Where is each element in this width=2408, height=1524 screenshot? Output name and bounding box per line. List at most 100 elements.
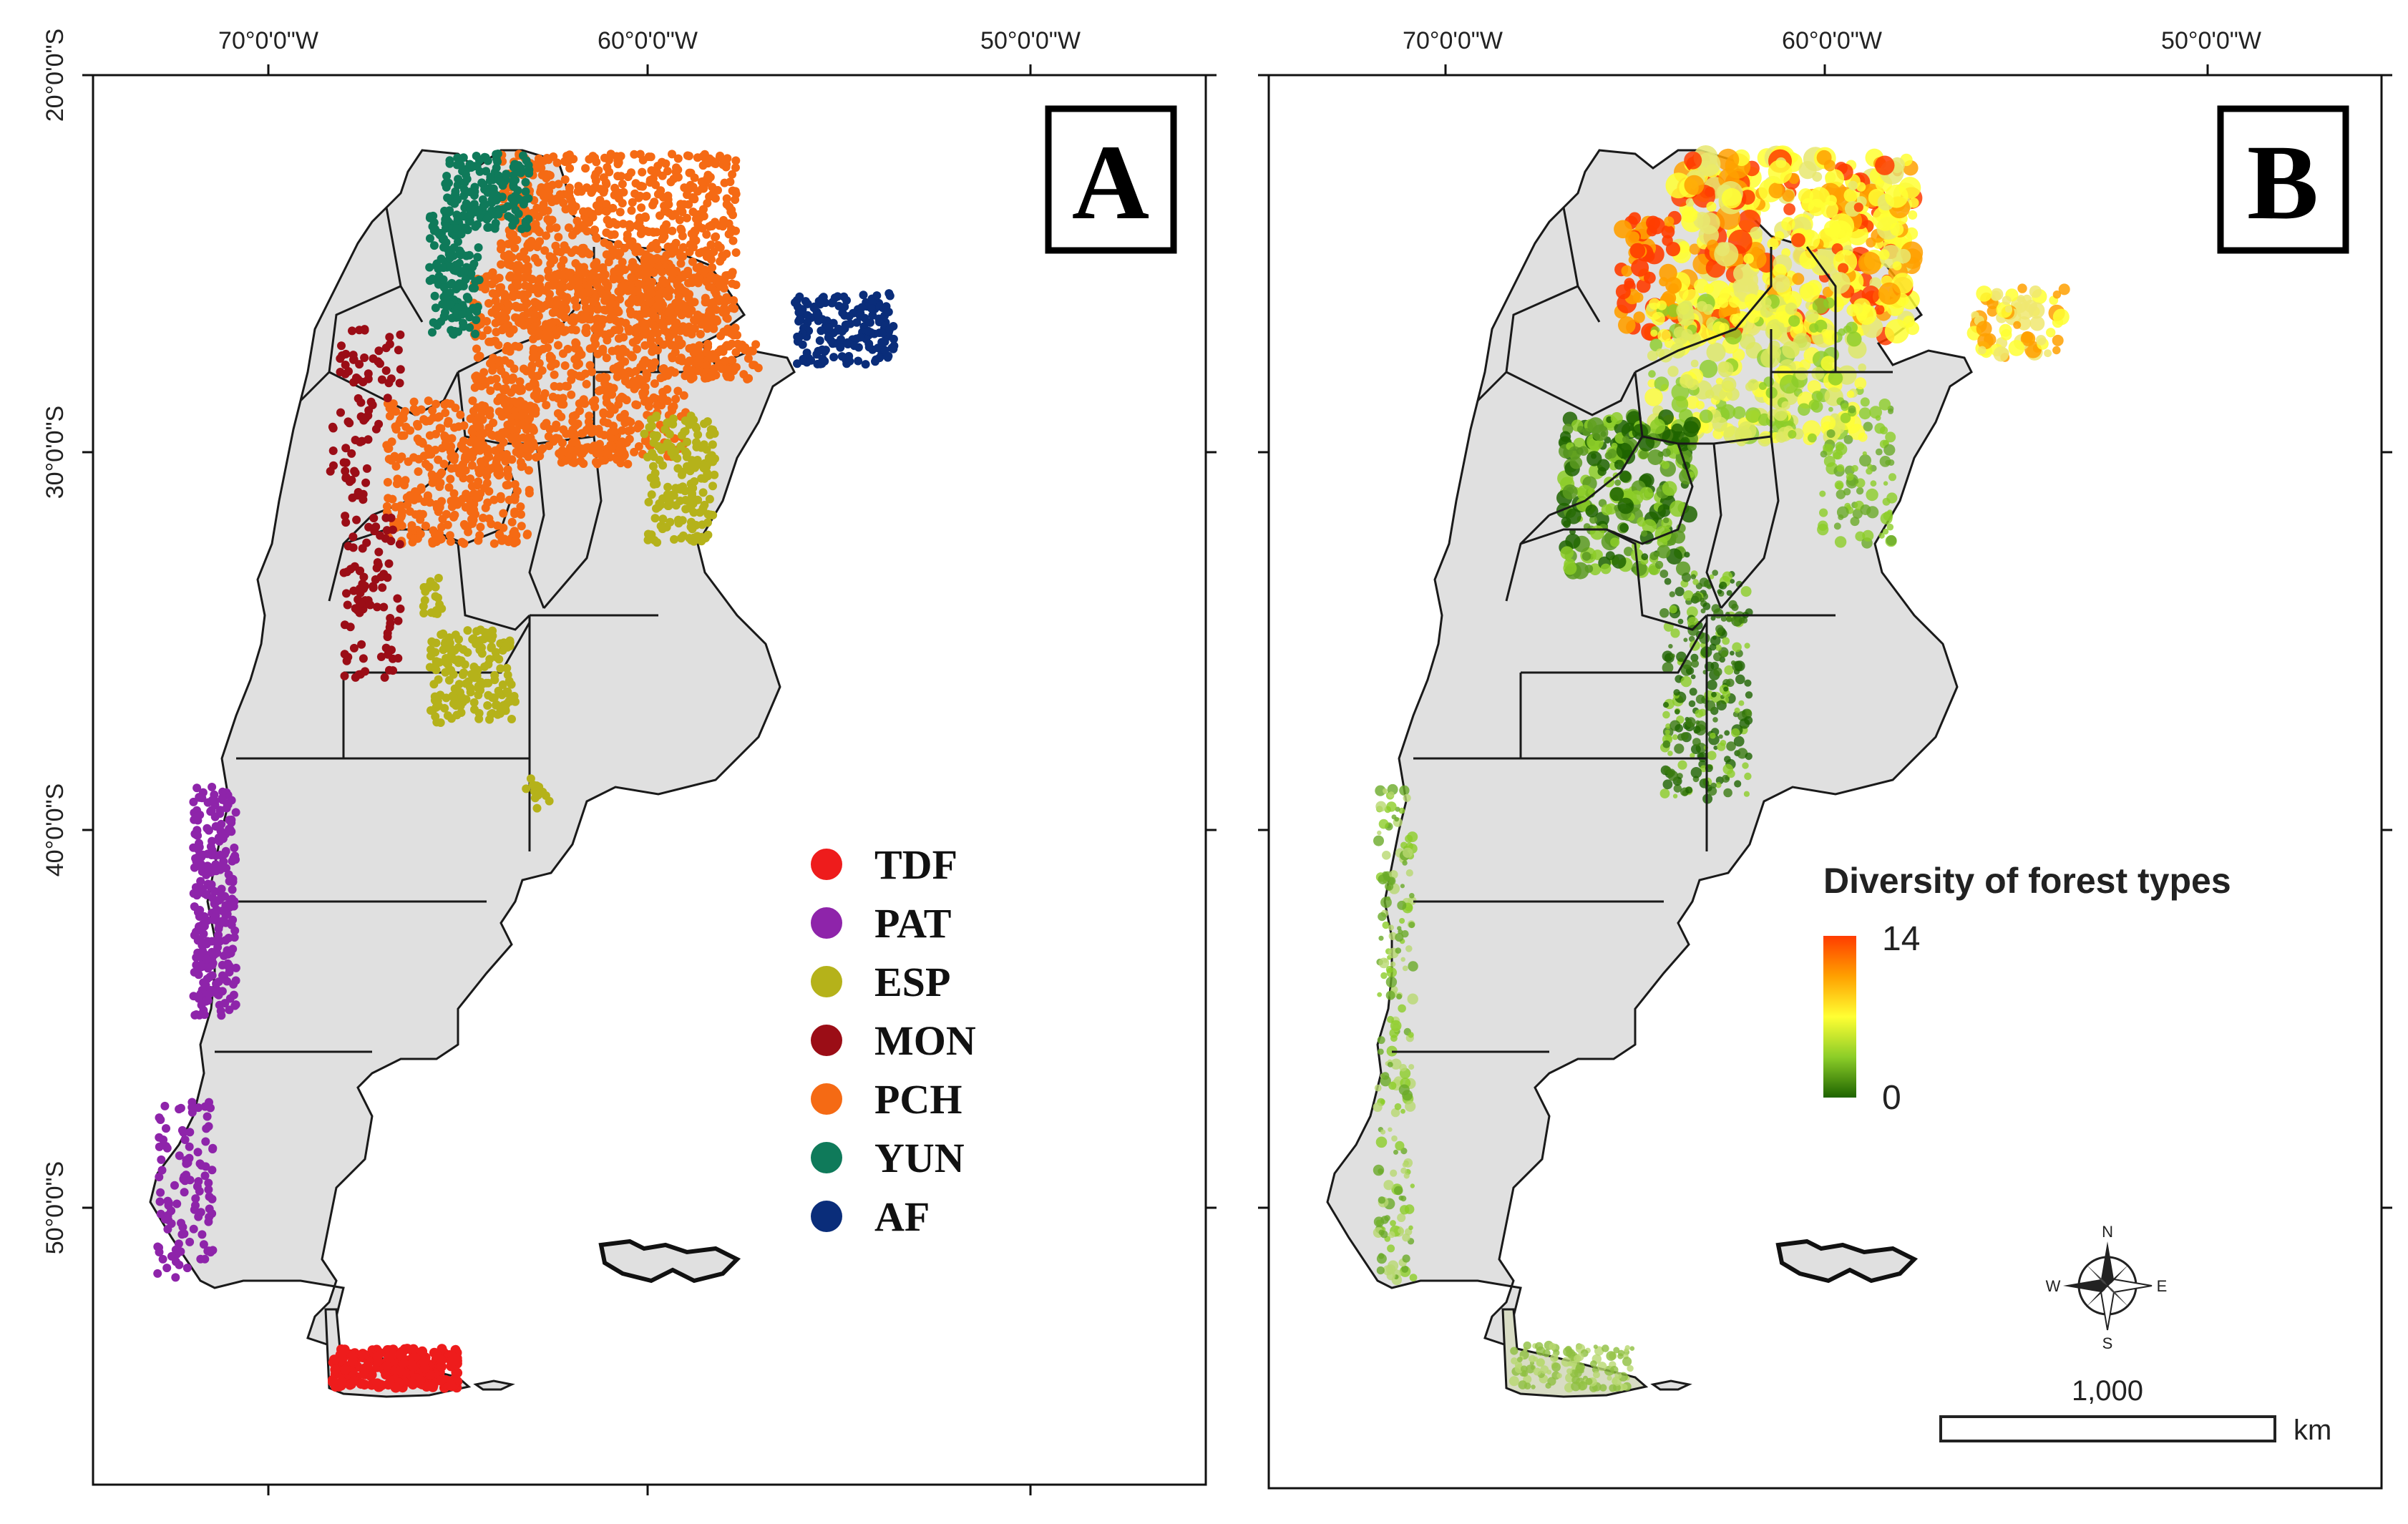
- point-marker: [728, 236, 738, 245]
- point-marker: [341, 512, 350, 521]
- point-marker: [710, 470, 719, 479]
- point-marker: [540, 192, 548, 201]
- point-marker: [542, 170, 551, 179]
- point-marker: [627, 206, 636, 215]
- point-marker: [373, 1351, 384, 1362]
- point-marker: [352, 515, 361, 524]
- point-marker: [843, 338, 852, 347]
- heat-cell: [1717, 361, 1734, 378]
- point-marker: [885, 325, 895, 334]
- point-marker: [379, 602, 389, 612]
- point-marker: [597, 289, 606, 298]
- point-marker: [364, 369, 373, 378]
- point-marker: [470, 162, 479, 171]
- point-marker: [814, 310, 823, 319]
- region-points-esp: [419, 411, 719, 813]
- point-marker: [658, 514, 668, 524]
- point-marker: [461, 522, 470, 531]
- heat-cell: [1644, 271, 1656, 284]
- point-marker: [646, 415, 655, 424]
- panel-a-letter: A: [1072, 123, 1149, 242]
- point-marker: [407, 521, 416, 530]
- point-marker: [511, 697, 520, 706]
- point-marker: [395, 1366, 406, 1377]
- point-marker: [560, 241, 569, 250]
- point-marker: [708, 182, 717, 192]
- point-marker: [530, 298, 540, 307]
- point-marker: [492, 374, 501, 384]
- point-marker: [408, 537, 417, 547]
- point-marker: [529, 348, 538, 357]
- point-marker: [591, 170, 600, 179]
- point-marker: [724, 219, 733, 228]
- point-marker: [483, 223, 492, 232]
- point-marker: [520, 273, 529, 283]
- point-marker: [449, 512, 458, 522]
- heat-cell: [1825, 331, 1833, 339]
- point-marker: [231, 976, 240, 985]
- point-marker: [512, 487, 522, 496]
- point-marker: [523, 289, 532, 298]
- point-marker: [356, 398, 366, 407]
- heat-cell: [1814, 335, 1824, 345]
- point-marker: [545, 354, 555, 363]
- point-marker: [356, 1379, 366, 1389]
- heat-cell: [1563, 520, 1571, 528]
- point-marker: [505, 273, 515, 282]
- point-marker: [603, 283, 613, 291]
- point-marker: [436, 718, 445, 727]
- region-points-yun: [425, 150, 534, 339]
- point-marker: [475, 645, 484, 655]
- point-marker: [384, 559, 394, 568]
- legend-label-pch: PCH: [874, 1076, 962, 1123]
- point-marker: [469, 436, 478, 445]
- heat-cell: [1809, 323, 1819, 333]
- point-marker: [506, 228, 515, 237]
- point-marker: [644, 402, 653, 411]
- point-marker: [457, 230, 466, 239]
- heat-cell: [1846, 321, 1858, 334]
- point-marker: [712, 305, 721, 314]
- point-marker: [439, 243, 448, 252]
- point-marker: [867, 304, 876, 313]
- heat-cell: [1744, 679, 1752, 687]
- heat-cell: [1705, 187, 1715, 197]
- heat-cell: [1619, 523, 1629, 533]
- point-marker: [359, 416, 369, 425]
- point-marker: [545, 224, 555, 233]
- point-marker: [682, 213, 691, 223]
- point-marker: [620, 357, 630, 366]
- heat-cell: [1675, 587, 1685, 597]
- point-marker: [606, 230, 615, 240]
- point-marker: [467, 426, 477, 436]
- heat-cell: [1714, 242, 1739, 267]
- heat-cell: [1788, 430, 1797, 439]
- point-marker: [453, 153, 462, 162]
- point-marker: [608, 390, 617, 399]
- point-marker: [522, 366, 531, 376]
- point-marker: [341, 518, 351, 527]
- point-marker: [588, 297, 598, 306]
- heat-cell: [1768, 160, 1793, 184]
- point-marker: [326, 467, 335, 476]
- point-marker: [615, 326, 623, 335]
- point-marker: [840, 311, 849, 320]
- point-marker: [507, 517, 517, 527]
- point-marker: [231, 963, 240, 972]
- point-marker: [378, 583, 387, 592]
- point-marker: [517, 522, 526, 531]
- point-marker: [488, 366, 497, 375]
- heat-cell: [1560, 431, 1571, 442]
- point-marker: [371, 575, 380, 584]
- point-marker: [502, 687, 512, 696]
- point-marker: [675, 274, 684, 283]
- lon-label-50-b: 50°0'0"W: [2161, 27, 2261, 54]
- heat-cell: [1726, 678, 1735, 688]
- point-marker: [731, 348, 741, 357]
- point-marker: [479, 443, 489, 452]
- point-marker: [571, 245, 580, 255]
- point-marker: [479, 376, 488, 385]
- heat-cell: [1600, 563, 1612, 575]
- point-marker: [451, 187, 460, 196]
- point-marker: [487, 308, 497, 317]
